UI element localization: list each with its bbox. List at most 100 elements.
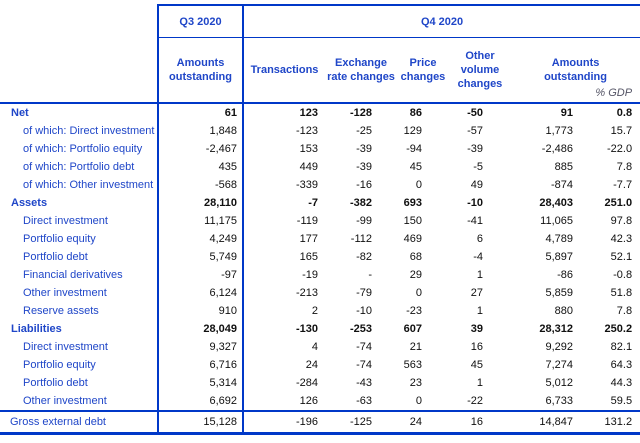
cell-other-volume: 39	[470, 323, 483, 335]
cell-q3-amounts: -97	[158, 266, 244, 284]
cell-q3-amounts: 61	[158, 103, 244, 122]
cell-q4-amounts: 5,859	[545, 287, 573, 299]
table-row: Gross external debt 15,128 -196 -125 24 16 14,…	[0, 410, 640, 435]
cell-price-changes: 607	[403, 323, 422, 335]
cell-gdp: 15.7	[610, 125, 633, 137]
cell-transactions: -213	[295, 287, 318, 299]
row-label: Portfolio debt	[0, 248, 159, 266]
cell-q4-amounts: 880	[554, 305, 573, 317]
cell-exchange-rate: -	[368, 269, 372, 281]
cell-exchange-rate: -43	[356, 377, 372, 389]
cell-other-volume: -41	[467, 215, 483, 227]
cell-exchange-rate: -74	[356, 359, 372, 371]
cell-exchange-rate: -79	[356, 287, 372, 299]
cell-price-changes: 563	[403, 359, 422, 371]
cell-price-changes: 129	[403, 125, 422, 137]
cell-transactions: 2	[311, 305, 318, 317]
corner-blank-cell	[0, 5, 159, 38]
table-body: Net 61 123 -128 86 -50 91 0.8 of which: Direct i…	[0, 103, 640, 435]
col-header-transactions: Transactions	[243, 37, 325, 104]
table-row: Portfolio debt 5,314 -284 -43 23 1 5,012 44.3	[0, 374, 640, 392]
cell-transactions: -19	[302, 269, 318, 281]
col-header-price-changes: Price changes	[397, 37, 449, 104]
row-label: Financial derivatives	[0, 266, 159, 284]
cell-q4-amounts: 4,789	[545, 233, 573, 245]
table-row: Direct investment 9,327 4 -74 21 16 9,292 82.1	[0, 338, 640, 356]
cell-exchange-rate: -74	[356, 341, 372, 353]
col-header-q4-amounts-outstanding: Amounts outstanding % GDP	[511, 37, 640, 104]
cell-q3-amounts: 435	[158, 158, 244, 176]
cell-exchange-rate: -16	[356, 179, 372, 191]
cell-q3-amounts: -568	[158, 176, 244, 194]
cell-q4-amounts: 5,897	[545, 251, 573, 263]
cell-price-changes: 469	[403, 233, 422, 245]
cell-other-volume: 1	[476, 269, 483, 281]
cell-q4-amounts: 5,012	[545, 377, 573, 389]
row-label: Reserve assets	[0, 302, 159, 320]
cell-q3-amounts: 28,049	[158, 320, 244, 338]
row-label: of which: Portfolio debt	[0, 158, 159, 176]
cell-transactions: 126	[299, 395, 318, 407]
cell-q3-amounts: 5,314	[158, 374, 244, 392]
cell-transactions: 24	[305, 359, 318, 371]
cell-price-changes: 693	[403, 197, 422, 209]
cell-q4-amounts: 11,065	[540, 215, 573, 227]
cell-gdp: 0.8	[616, 107, 633, 119]
period-q4-header: Q4 2020	[243, 4, 640, 38]
row-label: Portfolio equity	[0, 230, 159, 248]
cell-exchange-rate: -253	[349, 323, 372, 335]
cell-exchange-rate: -39	[356, 143, 372, 155]
cell-other-volume: -57	[467, 125, 483, 137]
cell-q3-amounts: 5,749	[158, 248, 244, 266]
cell-gdp: -7.7	[613, 179, 633, 191]
cell-q4-amounts: 28,403	[539, 197, 573, 209]
cell-price-changes: 150	[403, 215, 422, 227]
cell-q3-amounts: 28,110	[158, 194, 244, 212]
cell-price-changes: 68	[409, 251, 422, 263]
cell-transactions: 4	[311, 341, 318, 353]
row-label: Direct investment	[0, 338, 159, 356]
cell-price-changes: -23	[406, 305, 422, 317]
cell-other-volume: -10	[467, 197, 483, 209]
cell-other-volume: 1	[476, 305, 483, 317]
cell-gdp: -0.8	[613, 269, 633, 281]
cell-q3-amounts: -2,467	[158, 140, 244, 158]
cell-gdp: 44.3	[610, 377, 633, 389]
cell-q4-amounts: 1,773	[545, 125, 573, 137]
cell-other-volume: 16	[470, 341, 483, 353]
cell-price-changes: 23	[409, 377, 422, 389]
cell-q4-amounts: 7,274	[545, 359, 573, 371]
cell-gdp: 250.2	[604, 323, 633, 335]
cell-q4-amounts: 6,733	[545, 395, 573, 407]
cell-other-volume: -39	[467, 143, 483, 155]
row-label: Net	[0, 103, 159, 122]
cell-other-volume: 16	[449, 410, 511, 435]
table-row: Portfolio debt 5,749 165 -82 68 -4 5,897 52.1	[0, 248, 640, 266]
row-label: Portfolio equity	[0, 356, 159, 374]
cell-exchange-rate: -382	[349, 197, 372, 209]
cell-gdp: 251.0	[604, 197, 633, 209]
cell-gdp: 42.3	[610, 233, 633, 245]
row-label: Other investment	[0, 392, 159, 411]
cell-q3-amounts: 11,175	[158, 212, 244, 230]
table-row: of which: Direct investment 1,848 -123 -25 1…	[0, 122, 640, 140]
cell-other-volume: -22	[467, 395, 483, 407]
cell-price-changes: 45	[409, 161, 422, 173]
cell-other-volume: -4	[473, 251, 483, 263]
table-row: Direct investment 11,175 -119 -99 150 -41 11,0…	[0, 212, 640, 230]
cell-q4-amounts: 14,847	[511, 410, 595, 435]
label-column-blank-cell	[0, 37, 159, 104]
cell-other-volume: -50	[467, 107, 483, 119]
cell-price-changes: 86	[409, 107, 422, 119]
cell-q3-amounts: 9,327	[158, 338, 244, 356]
section-total-row: Net 61 123 -128 86 -50 91 0.8	[0, 103, 640, 122]
cell-price-changes: 0	[415, 395, 422, 407]
table-row: Other investment 6,124 -213 -79 0 27 5,859 51.8	[0, 284, 640, 302]
cell-transactions: 123	[299, 107, 318, 119]
table-row: Reserve assets 910 2 -10 -23 1 880 7.8	[0, 302, 640, 320]
cell-gdp: 131.2	[595, 410, 640, 435]
cell-q4-amounts: -86	[557, 269, 573, 281]
cell-q3-amounts: 910	[158, 302, 244, 320]
cell-transactions: 153	[299, 143, 318, 155]
row-label: of which: Portfolio equity	[0, 140, 159, 158]
